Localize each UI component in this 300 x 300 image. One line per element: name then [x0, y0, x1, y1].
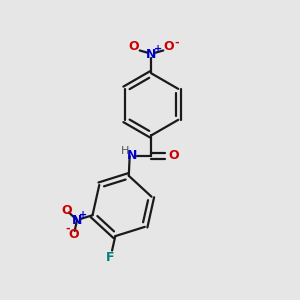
Text: O: O: [61, 204, 71, 217]
Text: O: O: [68, 228, 79, 241]
Text: N: N: [127, 149, 137, 162]
Text: H: H: [121, 146, 129, 156]
Text: F: F: [106, 251, 115, 264]
Text: -: -: [174, 38, 178, 47]
Text: N: N: [72, 214, 82, 226]
Text: O: O: [164, 40, 175, 53]
Text: O: O: [128, 40, 139, 53]
Text: O: O: [169, 149, 179, 162]
Text: +: +: [80, 210, 88, 220]
Text: -: -: [66, 224, 70, 233]
Text: +: +: [154, 44, 162, 54]
Text: N: N: [146, 48, 157, 61]
